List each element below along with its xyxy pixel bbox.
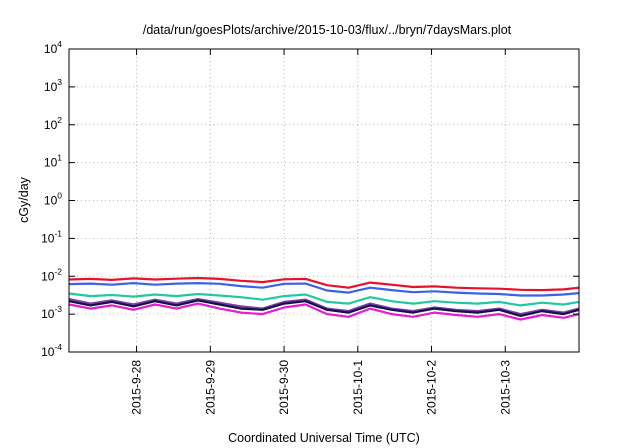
x-tick-label: 2015-10-3: [498, 360, 512, 415]
y-axis-label: cGy/day: [17, 176, 31, 223]
chart-title: /data/run/goesPlots/archive/2015-10-03/f…: [143, 23, 512, 37]
y-axis: 10-4 10-3 10-2 10-1 100 101 102 103 104: [41, 39, 579, 359]
series-line-3: [68, 292, 580, 307]
series-line-2: [68, 282, 580, 297]
x-tick-label: 2015-10-2: [425, 360, 439, 415]
y-tick-label: 10-3: [41, 304, 62, 321]
y-tick-label: 10-1: [41, 228, 62, 245]
series-line-1: [68, 276, 580, 292]
x-tick-label: 2015-10-1: [351, 360, 365, 415]
y-tick-label: 10-2: [41, 266, 62, 283]
y-tick-label: 100: [44, 191, 62, 208]
series-line-4: [68, 298, 580, 316]
y-tick-label: 103: [44, 77, 62, 94]
y-tick-label: 10-4: [41, 342, 62, 359]
x-tick-label: 2015-9-29: [203, 360, 217, 415]
x-axis-label: Coordinated Universal Time (UTC): [228, 431, 420, 445]
y-tick-label: 101: [44, 153, 62, 170]
series-line-6: [68, 302, 580, 321]
series-line-5: [68, 299, 580, 317]
x-tick-label: 2015-9-30: [277, 360, 291, 415]
x-tick-label: 2015-9-28: [130, 360, 144, 415]
y-tick-label: 102: [44, 115, 62, 132]
y-tick-label: 104: [44, 39, 62, 56]
x-axis: 2015-9-28 2015-9-29 2015-9-30 2015-10-1 2015…: [130, 49, 512, 415]
series-layer: [68, 276, 580, 321]
